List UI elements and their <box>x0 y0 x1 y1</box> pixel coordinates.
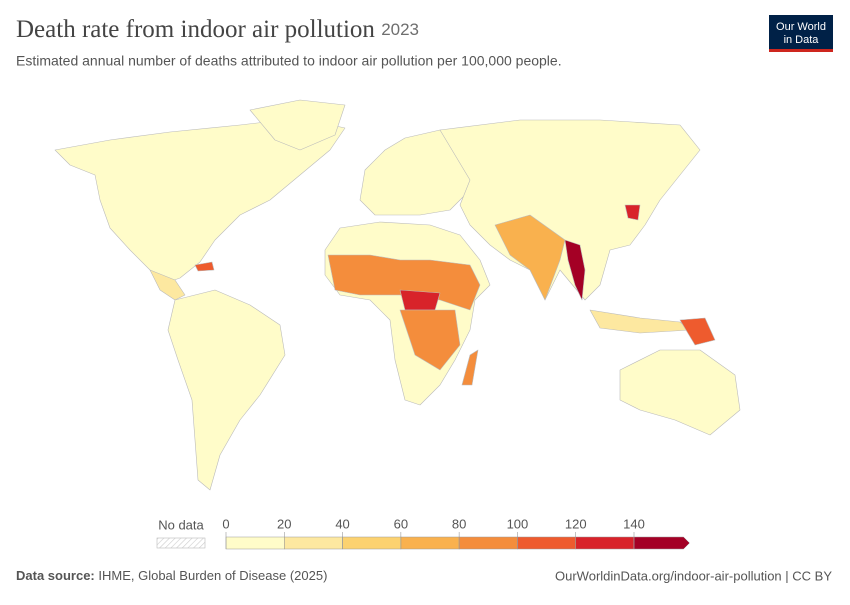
logo <box>769 15 833 51</box>
legend-swatch <box>284 536 343 550</box>
sahel <box>327 254 481 311</box>
legend-swatch <box>517 536 576 550</box>
legend-tick-label: 60 <box>394 516 408 531</box>
title-text: Death rate from indoor air pollution <box>16 16 375 43</box>
madagascar <box>461 349 479 386</box>
logo-text: in Data <box>784 34 820 46</box>
no-data-label: No data <box>158 517 204 532</box>
east-asia-peak <box>624 204 641 221</box>
source-label: Data source: <box>16 568 95 583</box>
map <box>54 99 741 491</box>
asia <box>439 119 701 301</box>
legend-tick-label: 20 <box>277 516 291 531</box>
south-america <box>167 289 286 491</box>
logo-bar <box>769 49 833 52</box>
australia <box>619 349 741 436</box>
legend-tick-label: 0 <box>222 516 229 531</box>
source-text: IHME, Global Burden of Disease (2025) <box>98 568 327 583</box>
title: Death rate from indoor air pollution 202… <box>16 16 419 43</box>
source: Data source: IHME, Global Burden of Dise… <box>16 568 327 583</box>
indonesia <box>589 309 691 334</box>
subtitle: Estimated annual number of deaths attrib… <box>16 53 562 69</box>
legend-swatch <box>633 536 690 550</box>
url: OurWorldinData.org/indoor-air-pollution … <box>555 568 832 583</box>
legend-tick-label: 100 <box>507 516 529 531</box>
central-africa <box>399 289 441 311</box>
logo-text: Our World <box>776 21 826 33</box>
caribbean <box>194 261 215 272</box>
legend-tick-label: 80 <box>452 516 466 531</box>
south-asia <box>494 214 566 301</box>
legend-swatch <box>342 536 402 550</box>
no-data-swatch <box>156 537 206 549</box>
pacific <box>679 317 716 346</box>
greenland <box>249 99 346 151</box>
legend-swatch <box>458 536 518 550</box>
east-africa <box>399 309 461 371</box>
south-east-asia <box>564 239 586 301</box>
legend-swatch <box>400 536 460 550</box>
legend-swatch <box>575 536 635 550</box>
title-year: 2023 <box>381 20 419 39</box>
legend-swatch <box>225 536 285 550</box>
legend: No data 0 20 40 60 80 100 120 140 <box>156 516 690 550</box>
north-america <box>54 117 346 286</box>
legend-tick-label: 40 <box>335 516 349 531</box>
legend-tick-label: 120 <box>565 516 587 531</box>
central-america <box>149 269 186 301</box>
legend-tick-label: 140 <box>623 516 645 531</box>
